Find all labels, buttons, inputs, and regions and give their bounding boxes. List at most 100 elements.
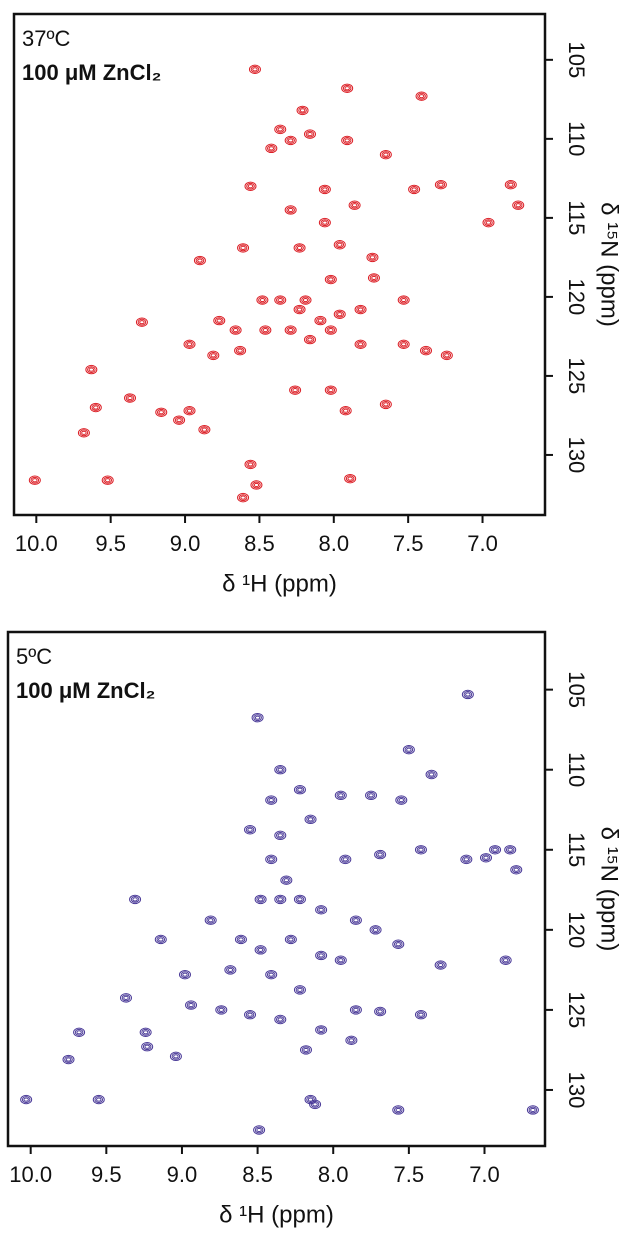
contour xyxy=(186,342,193,347)
peak xyxy=(344,473,357,484)
peak xyxy=(414,845,427,855)
contour xyxy=(259,297,266,303)
contour xyxy=(349,1005,362,1015)
contour xyxy=(341,407,350,415)
contour xyxy=(328,277,334,282)
contour xyxy=(244,825,257,835)
contour xyxy=(137,318,147,326)
contour xyxy=(328,388,334,393)
peak xyxy=(237,243,250,253)
peak xyxy=(250,480,263,490)
contour xyxy=(406,747,412,752)
contour xyxy=(305,336,315,343)
peak xyxy=(345,1035,358,1046)
contour xyxy=(305,130,315,138)
contour xyxy=(356,340,365,348)
y-tick-label: 105 xyxy=(564,41,589,78)
contour xyxy=(307,817,314,822)
contour xyxy=(371,275,377,281)
contour xyxy=(367,273,380,283)
contour xyxy=(244,1009,257,1020)
contour xyxy=(251,712,264,723)
peak xyxy=(374,849,387,860)
peak xyxy=(434,179,447,190)
contour xyxy=(180,971,190,979)
contour xyxy=(369,274,379,282)
contour xyxy=(144,1044,150,1049)
contour xyxy=(155,407,168,417)
contour xyxy=(392,939,405,949)
contour xyxy=(293,894,306,905)
peak xyxy=(366,252,379,263)
contour xyxy=(124,393,137,403)
contour xyxy=(342,857,349,862)
contour xyxy=(287,327,294,333)
contour xyxy=(374,849,387,860)
contour xyxy=(295,896,305,903)
contour xyxy=(369,255,376,260)
x-tick-label: 9.0 xyxy=(167,1162,198,1187)
x-tick-label: 7.5 xyxy=(394,1162,425,1187)
contour xyxy=(277,1017,283,1022)
contour xyxy=(310,1100,320,1108)
contour xyxy=(428,772,435,777)
contour xyxy=(286,206,295,214)
contour xyxy=(245,826,255,834)
contour xyxy=(505,846,515,854)
peak xyxy=(397,339,410,350)
contour xyxy=(267,144,276,152)
contour xyxy=(347,1036,356,1044)
peak xyxy=(215,1005,228,1015)
x-tick-label: 9.5 xyxy=(91,1162,122,1187)
contour xyxy=(277,127,283,132)
contour xyxy=(465,692,471,697)
peak xyxy=(379,399,392,410)
contour xyxy=(328,327,334,333)
contour xyxy=(227,967,234,972)
contour xyxy=(89,402,102,413)
contour xyxy=(504,845,517,855)
contour xyxy=(371,926,380,934)
contour xyxy=(254,945,267,955)
peak xyxy=(265,795,278,805)
y-tick-label: 130 xyxy=(564,437,589,474)
contour xyxy=(297,897,303,902)
contour xyxy=(282,876,291,884)
contour xyxy=(204,915,217,925)
contour xyxy=(483,855,489,860)
contour xyxy=(354,304,367,315)
peak xyxy=(512,200,525,210)
contour xyxy=(348,1038,355,1043)
peak xyxy=(119,993,132,1003)
contour xyxy=(284,135,297,146)
contour xyxy=(502,958,509,963)
contour xyxy=(377,852,383,857)
contour xyxy=(408,184,421,195)
peak xyxy=(369,925,382,935)
peak xyxy=(504,179,517,190)
contour xyxy=(400,342,407,347)
peak xyxy=(62,1054,75,1065)
contour xyxy=(317,318,324,323)
contour xyxy=(250,65,260,73)
peak xyxy=(251,712,264,723)
contour xyxy=(316,1026,326,1034)
contour xyxy=(383,402,389,407)
contour xyxy=(288,937,294,942)
peak xyxy=(73,1027,86,1038)
peak xyxy=(315,1025,328,1035)
contour xyxy=(393,1106,403,1114)
contour xyxy=(434,960,447,970)
contour xyxy=(139,1027,152,1038)
contour xyxy=(287,207,294,213)
contour xyxy=(284,934,297,945)
contour xyxy=(237,348,243,353)
contour xyxy=(76,1030,82,1035)
contour xyxy=(326,276,336,283)
contour xyxy=(296,307,303,312)
contour xyxy=(23,1097,29,1102)
contour xyxy=(274,124,287,135)
contour xyxy=(338,958,344,963)
contour xyxy=(333,309,346,319)
